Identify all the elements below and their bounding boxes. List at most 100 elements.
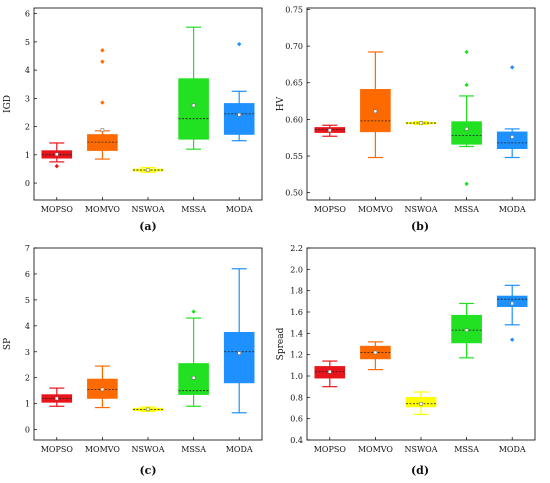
x-category-label: MODA xyxy=(226,445,253,454)
y-tick-label: 0.55 xyxy=(285,152,303,161)
x-category-label: MSSA xyxy=(454,205,479,214)
axes-frame xyxy=(306,7,536,201)
y-axis-label: SP xyxy=(3,338,13,350)
box-momvo xyxy=(360,51,391,159)
mean-marker xyxy=(146,168,150,172)
outlier-point xyxy=(100,59,105,64)
y-tick-label: 7 xyxy=(25,244,30,253)
y-tick-label: 0.75 xyxy=(285,5,303,14)
x-category-label: NSWOA xyxy=(404,205,437,214)
box-iqr xyxy=(496,295,528,307)
x-category-label: MOMVO xyxy=(85,205,121,214)
box-iqr xyxy=(223,103,255,135)
y-tick-label: 6 xyxy=(25,270,30,279)
y-tick-label: 1 xyxy=(25,400,30,409)
chart-panel-3: 0.4 0.6 0.8 1.0 1.2 1.4 1.6 1.8 2.0 2.2 Spread MOPS… xyxy=(276,244,536,477)
outlier-point xyxy=(510,337,515,342)
y-axis-label: IGD xyxy=(3,95,13,113)
panel-label: (a) xyxy=(139,220,157,233)
chart-panel-1: 0.50 0.55 0.60 0.65 0.70 0.75 HV MOPSO MOMVO NSWO… xyxy=(276,5,536,233)
mean-marker xyxy=(464,127,469,131)
mean-marker xyxy=(510,301,514,306)
y-axis-label: Spread xyxy=(276,327,286,360)
y-tick-label: 5 xyxy=(25,38,30,47)
y-tick-label: 0.65 xyxy=(285,79,303,88)
y-tick-label: 0 xyxy=(25,179,30,188)
box-nswoa xyxy=(405,391,437,415)
y-tick-label: 1.0 xyxy=(290,372,303,381)
y-tick-label: 1.6 xyxy=(290,308,303,317)
mean-marker xyxy=(55,152,59,157)
x-category-label: MOMVO xyxy=(85,445,121,454)
y-tick-label: 3 xyxy=(25,94,30,103)
x-category-label: NSWOA xyxy=(404,445,437,454)
panel-label: (c) xyxy=(139,464,156,477)
x-category-label: MOPSO xyxy=(314,445,347,454)
box-iqr xyxy=(223,332,255,384)
box-mssa xyxy=(178,26,209,150)
outlier-point xyxy=(100,48,105,53)
x-category-label: MODA xyxy=(499,205,526,214)
outlier-point xyxy=(191,309,196,314)
y-tick-label: 1.8 xyxy=(290,287,303,296)
x-category-label: MOMVO xyxy=(358,205,394,214)
x-category-label: MOPSO xyxy=(41,205,74,214)
box-nswoa xyxy=(405,120,437,126)
box-moda xyxy=(223,41,255,142)
x-category-label: MSSA xyxy=(454,445,479,454)
outlier-point xyxy=(464,49,469,55)
x-category-label: MOMVO xyxy=(358,445,394,454)
y-tick-label: 1 xyxy=(25,151,30,160)
mean-marker xyxy=(237,112,241,117)
y-tick-label: 4 xyxy=(25,66,30,75)
outlier-point xyxy=(54,163,59,169)
mean-marker xyxy=(328,128,332,133)
y-tick-label: 3 xyxy=(25,348,30,357)
outlier-point xyxy=(237,41,242,47)
box-mssa xyxy=(451,302,482,359)
box-moda xyxy=(496,284,528,342)
x-category-label: MODA xyxy=(499,445,526,454)
x-category-label: MOPSO xyxy=(314,205,347,214)
outlier-point xyxy=(100,100,105,105)
box-mopso xyxy=(314,360,346,388)
box-iqr xyxy=(451,121,482,145)
box-momvo xyxy=(87,48,118,160)
y-tick-label: 6 xyxy=(25,10,30,19)
y-tick-label: 0.6 xyxy=(290,415,303,424)
box-moda xyxy=(496,65,528,159)
box-mssa xyxy=(451,49,482,187)
mean-marker xyxy=(419,121,423,125)
box-nswoa xyxy=(132,166,164,173)
y-axis-label: HV xyxy=(276,96,286,111)
mean-marker xyxy=(373,109,378,114)
y-tick-label: 0 xyxy=(25,426,30,435)
x-category-label: NSWOA xyxy=(131,205,164,214)
box-mopso xyxy=(314,124,346,137)
chart-panel-2: 0 1 2 3 4 5 6 7 SP MOPSO MOMVO NSWOA MSSA MODA (c) xyxy=(3,244,263,477)
mean-marker xyxy=(464,328,469,332)
x-category-label: NSWOA xyxy=(131,445,164,454)
y-tick-label: 0.4 xyxy=(290,436,303,445)
y-tick-label: 2 xyxy=(25,374,30,383)
y-tick-label: 0.70 xyxy=(285,42,303,51)
y-tick-label: 1.4 xyxy=(290,329,303,338)
box-moda xyxy=(223,268,255,414)
mean-marker xyxy=(191,375,196,380)
box-mopso xyxy=(41,142,73,169)
mean-marker xyxy=(146,407,150,412)
chart-panel-0: 0 1 2 3 4 5 6 IGD MOPSO MOMVO NSWOA MSSA MODA (a) xyxy=(3,7,263,233)
y-tick-label: 2.2 xyxy=(290,244,303,253)
box-mssa xyxy=(178,309,209,407)
y-tick-label: 2.0 xyxy=(290,265,303,274)
mean-marker xyxy=(510,135,514,139)
y-tick-label: 0.60 xyxy=(285,115,303,124)
y-tick-label: 1.2 xyxy=(290,351,303,360)
outlier-point xyxy=(510,65,515,70)
x-category-label: MSSA xyxy=(181,445,206,454)
mean-marker xyxy=(100,387,105,392)
box-mopso xyxy=(41,387,73,407)
outlier-point xyxy=(464,181,469,187)
box-iqr xyxy=(496,131,528,150)
